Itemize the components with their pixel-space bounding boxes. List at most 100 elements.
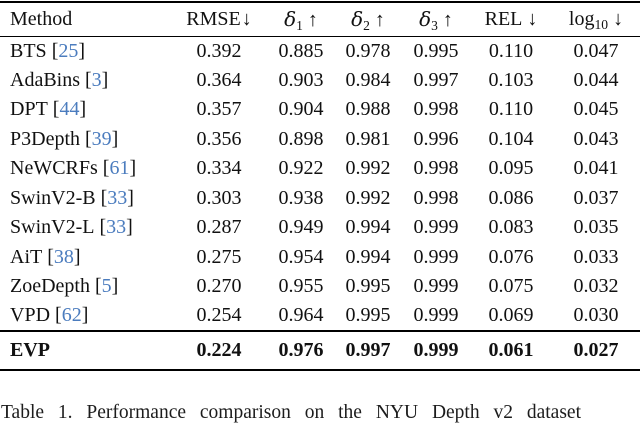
cell-rel: 0.086 [488,186,534,209]
down-arrow-icon: ↓ [613,7,624,30]
down-arrow-icon: ↓ [241,7,252,30]
method-name: BTS [10,39,47,62]
table-row: SwinV2-B [33] 0.303 0.938 0.992 0.998 0.0… [0,184,640,214]
up-arrow-icon: ↑ [307,8,318,31]
cell-rmse: 0.287 [196,216,242,239]
cell-log10: 0.037 [573,186,619,209]
cell-rel: 0.075 [488,275,534,298]
method-name: ZoeDepth [10,275,90,298]
caption-text: Table 1. Performance comparison on the N… [1,402,581,423]
highlight-section: EVP 0.224 0.976 0.997 0.999 0.061 0.027 [0,331,640,370]
cell-delta2: 0.994 [345,216,391,239]
citation-link[interactable]: 33 [106,216,127,239]
method-name: P3Depth [10,127,80,150]
cell-delta2: 0.992 [345,186,391,209]
table-body: BTS [25] 0.392 0.885 0.978 0.995 0.110 0.… [0,36,640,331]
cell-log10: 0.044 [573,68,619,91]
citation-link[interactable]: 25 [58,39,79,62]
citation-link[interactable]: 62 [61,304,82,327]
cell-log10: 0.027 [573,339,619,361]
cell-delta3: 0.999 [413,304,459,327]
cell-delta3: 0.999 [413,339,459,361]
cell-rmse: 0.392 [196,39,242,62]
cell-delta1: 0.885 [278,39,324,62]
citation-link[interactable]: 61 [109,157,130,180]
cell-rmse: 0.303 [196,186,242,209]
cell-delta2: 0.984 [345,68,391,91]
table-row: DPT [44] 0.357 0.904 0.988 0.998 0.110 0.… [0,95,640,125]
citation: [33] [100,186,134,209]
citation: [44] [52,98,87,121]
cell-rmse: 0.357 [196,98,242,121]
citation-link[interactable]: 39 [91,127,112,150]
cell-delta1: 0.922 [278,157,324,180]
table-row: AdaBins [3] 0.364 0.903 0.984 0.997 0.103… [0,66,640,96]
cell-log10: 0.043 [573,127,619,150]
cell-log10: 0.035 [573,216,619,239]
method-name: EVP [10,339,50,361]
cell-delta2: 0.981 [345,127,391,150]
cell-delta3: 0.999 [413,275,459,298]
cell-rmse: 0.224 [196,339,242,361]
cell-log10: 0.041 [573,157,619,180]
cell-delta3: 0.998 [413,157,459,180]
header-row: Method RMSE↓ δ1 ↑ δ2 ↑ δ3 ↑ REL ↓ log10 ↓ [0,2,640,36]
citation-link[interactable]: 5 [101,275,112,298]
up-arrow-icon: ↑ [442,8,453,31]
cell-rmse: 0.254 [196,304,242,327]
cell-rel: 0.083 [488,216,534,239]
cell-rel: 0.076 [488,245,534,268]
cell-delta1: 0.954 [278,245,324,268]
method-name: DPT [10,98,48,121]
citation: [39] [85,127,119,150]
citation: [62] [55,304,89,327]
cell-delta1: 0.949 [278,216,324,239]
cell-rel: 0.103 [488,68,534,91]
citation: [38] [47,245,81,268]
column-header-rel: REL ↓ [484,7,538,30]
cell-log10: 0.032 [573,275,619,298]
citation-link[interactable]: 3 [91,68,102,91]
citation-link[interactable]: 33 [107,186,128,209]
cell-rel: 0.110 [488,98,534,121]
cell-delta1: 0.898 [278,127,324,150]
cell-rmse: 0.334 [196,157,242,180]
table-row: AiT [38] 0.275 0.954 0.994 0.999 0.076 0.… [0,243,640,273]
table-row: VPD [62] 0.254 0.964 0.995 0.999 0.069 0.… [0,302,640,332]
cell-delta1: 0.904 [278,98,324,121]
down-arrow-icon: ↓ [527,7,538,30]
cell-delta3: 0.999 [413,245,459,268]
up-arrow-icon: ↑ [374,8,385,31]
table-caption: Table 1. Performance comparison on the N… [1,402,640,424]
citation: [33] [99,216,133,239]
cell-delta2: 0.994 [345,245,391,268]
table-row: ZoeDepth [5] 0.270 0.955 0.995 0.999 0.07… [0,272,640,302]
column-header-delta2: δ2 ↑ [351,6,385,33]
cell-delta2: 0.995 [345,304,391,327]
cell-rel: 0.095 [488,157,534,180]
cell-rel: 0.110 [488,39,534,62]
citation-link[interactable]: 44 [59,98,80,121]
cell-log10: 0.045 [573,98,619,121]
citation: [61] [102,157,137,180]
results-table: Method RMSE↓ δ1 ↑ δ2 ↑ δ3 ↑ REL ↓ log10 ↓ BTS… [0,1,640,371]
cell-delta1: 0.964 [278,304,324,327]
cell-delta1: 0.976 [278,339,324,361]
column-header-method: Method [10,7,73,30]
column-header-delta1: δ1 ↑ [284,6,318,33]
highlight-row: EVP 0.224 0.976 0.997 0.999 0.061 0.027 [0,331,640,370]
cell-delta1: 0.938 [278,186,324,209]
column-header-log10: log10 ↓ [568,7,624,32]
citation-link[interactable]: 38 [53,245,74,268]
cell-delta3: 0.996 [413,127,459,150]
cell-delta1: 0.955 [278,275,324,298]
method-name: AdaBins [10,68,80,91]
cell-rmse: 0.364 [196,68,242,91]
cell-delta2: 0.978 [345,39,391,62]
method-name: NeWCRFs [10,157,98,180]
method-name: SwinV2-L [10,216,95,239]
column-header-rmse: RMSE↓ [186,7,252,30]
table-row: BTS [25] 0.392 0.885 0.978 0.995 0.110 0.… [0,36,640,66]
cell-delta3: 0.998 [413,98,459,121]
cell-delta3: 0.998 [413,186,459,209]
